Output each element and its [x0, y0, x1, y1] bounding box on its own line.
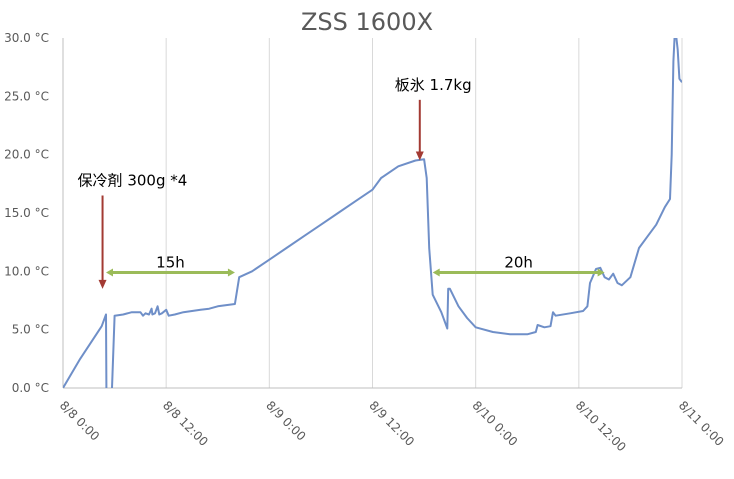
series-layer: [63, 38, 682, 388]
temperature-series-line: [63, 38, 682, 388]
annotation-layer: 保冷剤 300g *4 板氷 1.7kg 15h 20h: [78, 76, 605, 289]
duration-span-arrowhead: [597, 268, 605, 277]
x-tick-label: 8/8 12:00: [160, 398, 211, 449]
duration-span-label: 15h: [156, 254, 185, 272]
y-tick-label: 15.0 °C: [4, 206, 49, 220]
x-tick-label: 8/11 0:00: [676, 398, 727, 449]
y-tick-label: 0.0 °C: [12, 381, 49, 395]
annotation-arrowhead: [415, 151, 424, 161]
y-tick-label: 5.0 °C: [12, 323, 49, 337]
duration-span-arrowhead: [227, 268, 235, 277]
y-tick-label: 10.0 °C: [4, 264, 49, 278]
annotation-label: 保冷剤 300g *4: [78, 172, 188, 190]
chart-title: ZSS 1600X: [300, 8, 434, 36]
x-tick-label: 8/9 12:00: [366, 398, 417, 449]
duration-span-arrowhead: [432, 268, 440, 277]
grid-layer: [62, 38, 683, 388]
duration-span-label: 20h: [504, 254, 533, 272]
x-tick-label: 8/8 0:00: [57, 398, 102, 443]
y-tick-label: 30.0 °C: [4, 31, 49, 45]
annotation-arrowhead: [98, 279, 107, 289]
x-tick-label: 8/9 0:00: [263, 398, 308, 443]
x-tick-label: 8/10 0:00: [470, 398, 521, 449]
y-tick-label: 20.0 °C: [4, 148, 49, 162]
annotation-label: 板氷 1.7kg: [395, 76, 472, 94]
y-tick-label: 25.0 °C: [4, 89, 49, 103]
x-tick-label: 8/10 12:00: [573, 398, 629, 454]
axis-layer: 8/8 0:00 8/8 12:00 8/9 0:00 8/9 12:00 8/10 0…: [4, 31, 727, 454]
duration-span-arrowhead: [105, 268, 113, 277]
